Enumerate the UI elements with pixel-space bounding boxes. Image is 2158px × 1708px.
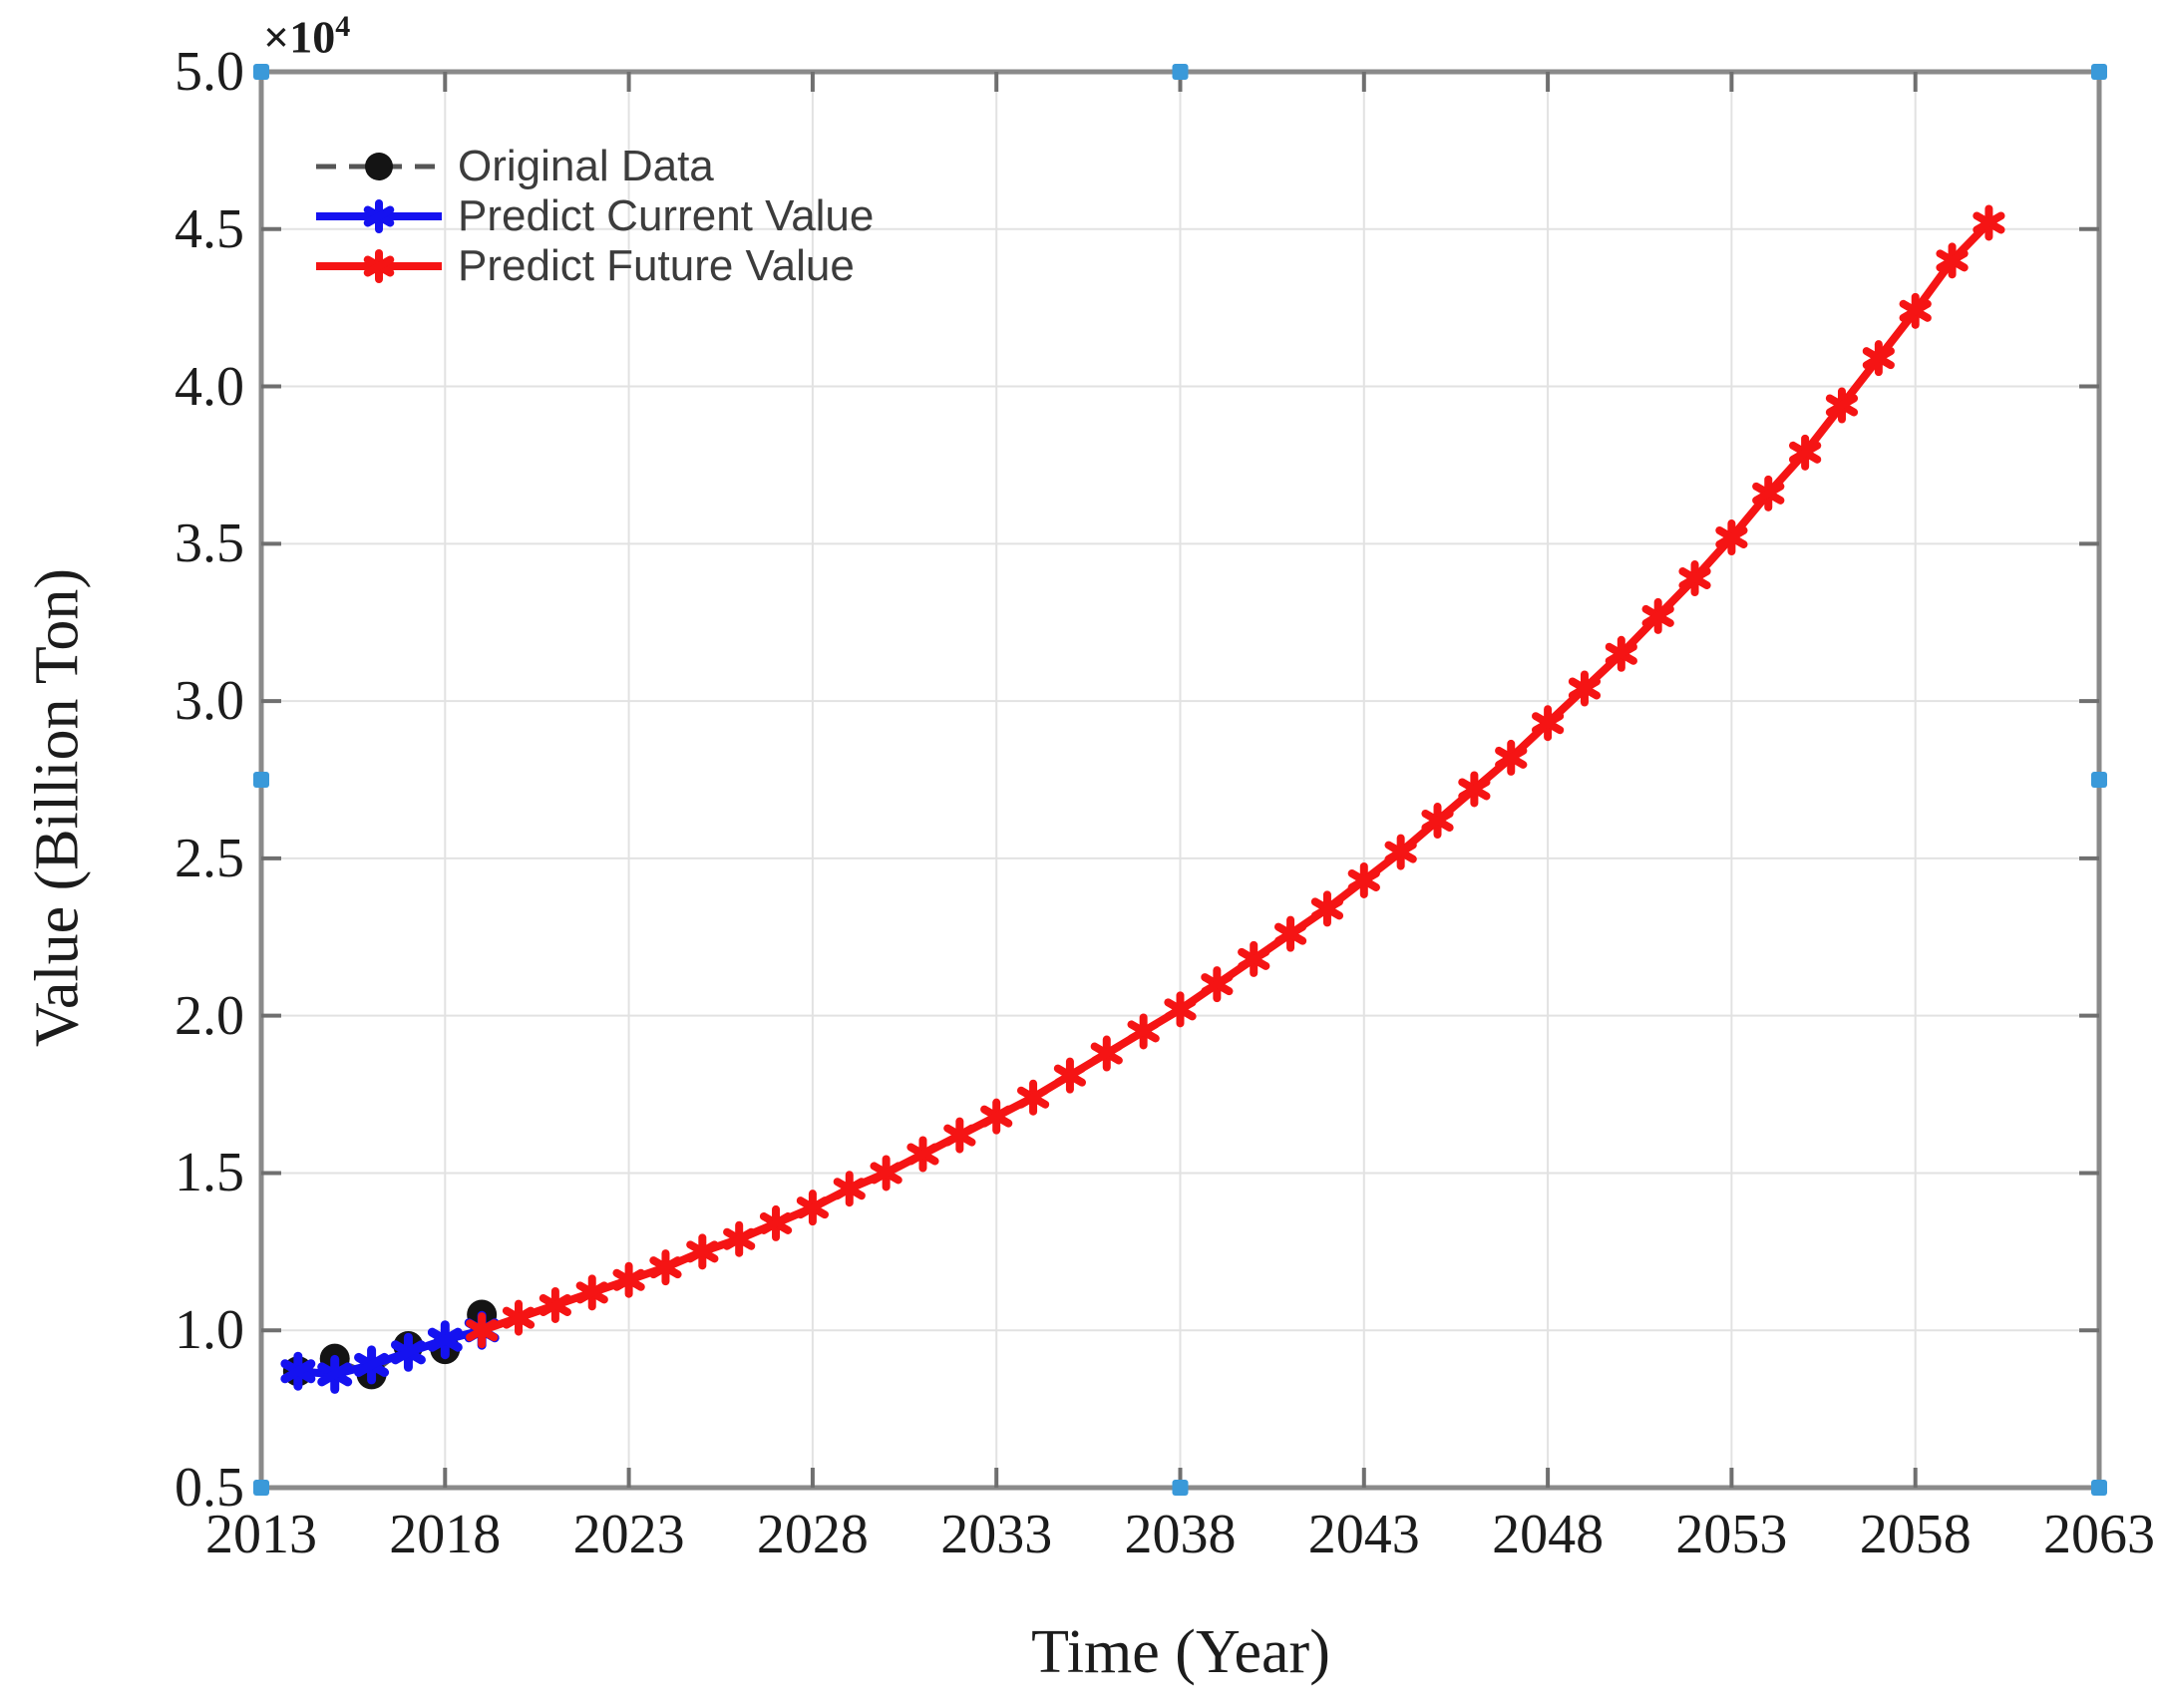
selection-handle[interactable] — [1172, 1480, 1189, 1496]
asterisk-marker — [1164, 998, 1197, 1021]
asterisk-marker — [466, 1319, 499, 1342]
asterisk-marker — [1899, 299, 1932, 322]
legend-label-original-data: Original Data — [458, 142, 714, 190]
asterisk-marker — [612, 1268, 645, 1291]
asterisk-marker — [1531, 712, 1565, 735]
offset-exponent: 4 — [335, 10, 351, 43]
asterisk-marker — [317, 1362, 353, 1387]
asterisk-marker — [796, 1196, 830, 1219]
selection-handle[interactable] — [253, 64, 269, 80]
y-axis-title: Value (Billion Ton) — [23, 567, 92, 1048]
asterisk-marker — [833, 1178, 866, 1200]
y-tick-label: 3.0 — [175, 670, 244, 733]
x-tick-label: 2063 — [2043, 1504, 2155, 1565]
offset-base: ×10 — [263, 11, 336, 63]
legend-sample-original-data — [316, 153, 442, 180]
asterisk-marker — [539, 1293, 572, 1316]
selection-handle[interactable] — [253, 1480, 269, 1496]
y-tick-label: 0.5 — [175, 1457, 244, 1519]
asterisk-marker — [354, 1352, 390, 1377]
x-tick-label: 2058 — [1859, 1504, 1972, 1565]
selection-handle[interactable] — [2091, 1480, 2107, 1496]
legend-sample-asterisk-marker — [363, 255, 395, 277]
x-tick-label: 2048 — [1492, 1504, 1605, 1565]
asterisk-marker — [1127, 1020, 1160, 1043]
legend-item-predict-current-value[interactable]: Predict Current Value — [316, 191, 874, 241]
asterisk-marker — [1384, 841, 1417, 863]
y-tick-label: 2.5 — [175, 827, 244, 889]
selection-handle[interactable] — [2091, 772, 2107, 788]
asterisk-marker — [1090, 1042, 1123, 1065]
asterisk-marker — [1788, 441, 1822, 464]
asterisk-marker — [906, 1143, 939, 1166]
x-tick-label: 2018 — [389, 1504, 502, 1565]
markers-predict-current — [280, 1310, 500, 1394]
asterisk-marker — [390, 1340, 426, 1365]
legend-sample-predict-current-value — [316, 199, 442, 233]
x-tick-label: 2013 — [205, 1504, 317, 1565]
asterisk-marker — [1238, 947, 1270, 970]
asterisk-marker — [1605, 642, 1637, 665]
y-tick-label: 4.0 — [175, 355, 244, 418]
y-axis-offset-label: ×104 — [263, 10, 350, 63]
x-axis-title: Time (Year) — [1031, 1618, 1330, 1686]
y-tick-label: 1.0 — [175, 1299, 244, 1362]
legend-label-predict-current-value: Predict Current Value — [458, 191, 875, 240]
selection-handle[interactable] — [2091, 64, 2107, 80]
asterisk-marker — [1273, 922, 1307, 945]
asterisk-marker — [1495, 746, 1528, 769]
asterisk-marker — [280, 1359, 316, 1384]
asterisk-marker — [1715, 526, 1748, 549]
asterisk-marker — [1936, 249, 1969, 272]
y-tick-label: 5.0 — [175, 41, 244, 103]
y-tick-label: 2.0 — [175, 984, 244, 1047]
y-tick-label: 3.5 — [175, 512, 244, 575]
asterisk-marker — [649, 1256, 682, 1279]
asterisk-marker — [1458, 778, 1491, 801]
asterisk-marker — [1310, 897, 1344, 920]
asterisk-marker — [1421, 810, 1454, 833]
asterisk-marker — [1973, 211, 2005, 234]
x-tick-label: 2023 — [572, 1504, 685, 1565]
asterisk-marker — [1678, 567, 1711, 590]
asterisk-marker — [1016, 1086, 1050, 1109]
asterisk-marker — [1568, 677, 1602, 700]
y-tick-label: 1.5 — [175, 1142, 244, 1204]
asterisk-marker — [502, 1306, 536, 1329]
markers-predict-future — [466, 204, 2005, 1349]
x-tick-label: 2053 — [1675, 1504, 1788, 1565]
x-tick-label: 2033 — [940, 1504, 1053, 1565]
asterisk-marker — [943, 1124, 976, 1147]
asterisk-marker — [575, 1281, 608, 1304]
legend-item-original-data[interactable]: Original Data — [316, 142, 874, 191]
asterisk-marker — [723, 1227, 756, 1250]
asterisk-marker — [870, 1162, 902, 1185]
asterisk-marker — [1752, 482, 1785, 505]
legend-sample-predict-future-value — [316, 249, 442, 283]
x-tick-label: 2038 — [1124, 1504, 1237, 1565]
legend-label-predict-future-value: Predict Future Value — [458, 241, 855, 290]
series-line-predict-future — [480, 219, 1992, 1335]
asterisk-marker — [1201, 973, 1234, 996]
legend-sample-circle-marker — [365, 153, 393, 180]
asterisk-marker — [759, 1211, 793, 1234]
asterisk-marker — [427, 1327, 463, 1352]
x-tick-label: 2043 — [1307, 1504, 1420, 1565]
asterisk-marker — [980, 1105, 1013, 1128]
asterisk-marker — [1053, 1064, 1087, 1087]
asterisk-marker — [1347, 868, 1380, 891]
y-tick-label: 4.5 — [175, 197, 244, 260]
asterisk-marker — [1825, 394, 1859, 417]
legend-sample-asterisk-marker — [363, 205, 395, 227]
asterisk-marker — [686, 1240, 719, 1263]
asterisk-marker — [1641, 604, 1674, 627]
x-tick-label: 2028 — [756, 1504, 869, 1565]
selection-handle[interactable] — [1172, 64, 1189, 80]
asterisk-marker — [1862, 347, 1895, 370]
legend[interactable]: Original Data Predict Current Value Pred… — [316, 142, 874, 291]
legend-item-predict-future-value[interactable]: Predict Future Value — [316, 241, 874, 291]
selection-handle[interactable] — [253, 772, 269, 788]
